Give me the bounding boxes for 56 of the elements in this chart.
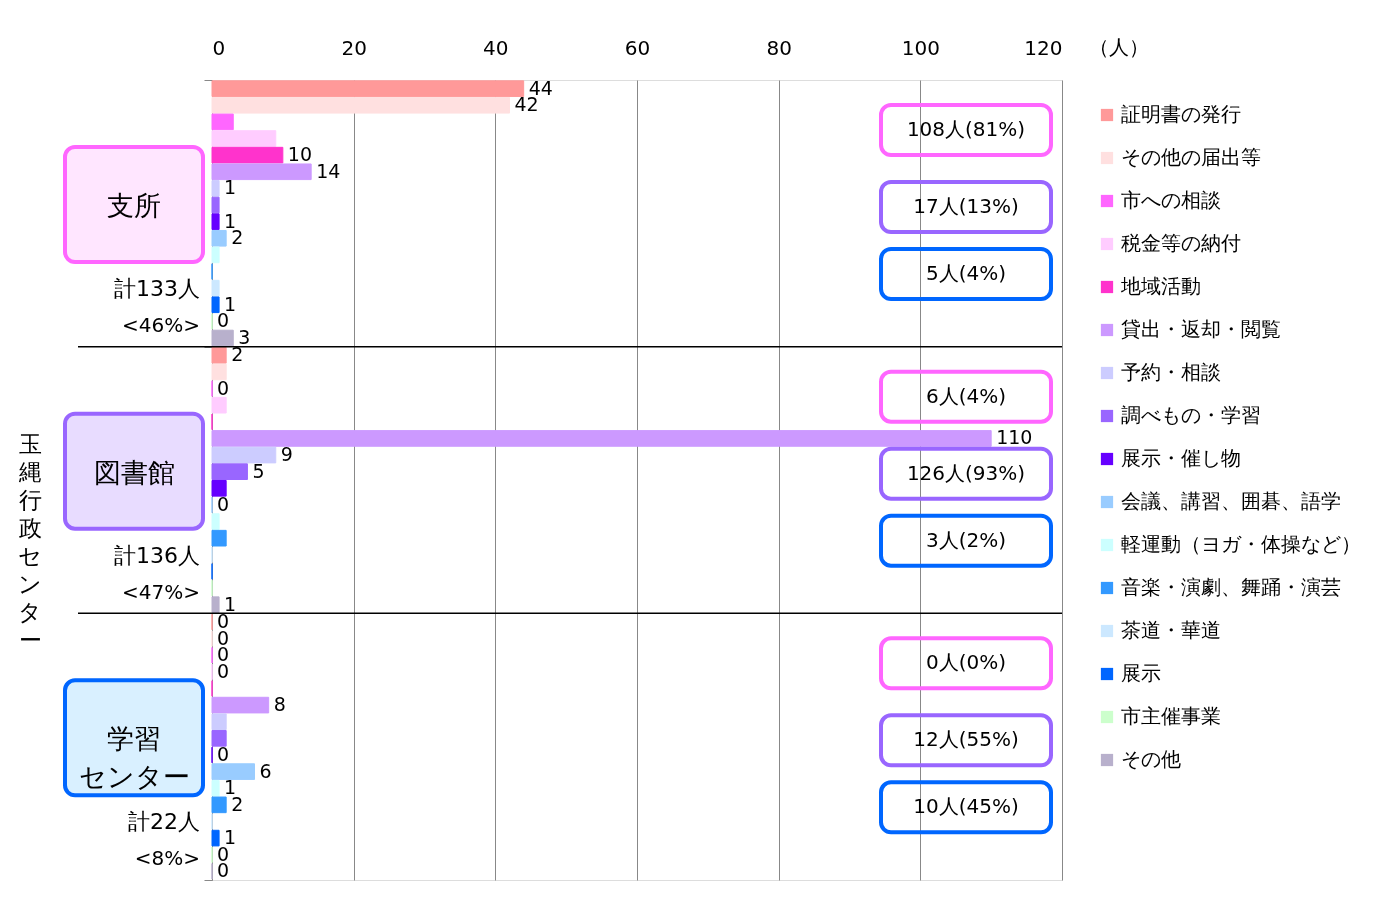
data-label: 9 xyxy=(280,443,293,466)
x-tick-label: 0 xyxy=(212,35,226,60)
annotation: 5人(4%) xyxy=(925,261,1007,285)
legend-label: 軽運動（ヨガ・体操など） xyxy=(1121,532,1361,556)
annotation: 3人(2%) xyxy=(925,527,1007,552)
legend-label: 茶道・華道 xyxy=(1121,618,1221,642)
data-label: 14 xyxy=(316,159,341,182)
data-label: 10 xyxy=(287,143,313,166)
legend-label: 予約・相談 xyxy=(1121,360,1221,384)
x-tick-label: 120 xyxy=(1024,35,1063,60)
text: 計22人 xyxy=(128,809,200,835)
legend-label: その他の届出等 xyxy=(1121,145,1261,169)
y-tick-label: 学習センター xyxy=(78,723,190,793)
x-tick-label: 60 xyxy=(624,35,651,60)
legend-label: 音楽・演劇、舞踊・演芸 xyxy=(1121,575,1341,599)
data-label: 1 xyxy=(224,592,237,615)
legend-label: 地域活動 xyxy=(1120,274,1201,298)
data-label: 5 xyxy=(252,459,265,482)
annotation: 17人(13%) xyxy=(913,194,1019,218)
data-label: 0 xyxy=(217,742,230,765)
text: <46%> xyxy=(122,313,200,337)
text: 計133人 xyxy=(114,276,200,301)
y-tick-label: 支所 xyxy=(107,190,161,221)
legend-label: その他 xyxy=(1121,747,1181,771)
annotation: 12人(55%) xyxy=(913,727,1019,752)
data-label: 6 xyxy=(259,759,272,782)
legend-label: 貸出・返却・閲覧 xyxy=(1121,317,1281,341)
text: 計136人 xyxy=(114,542,200,568)
x-tick-label: 100 xyxy=(901,35,940,60)
data-label: 1 xyxy=(224,176,237,199)
x-tick-label: 80 xyxy=(766,35,792,60)
legend-label: 市への相談 xyxy=(1121,188,1221,212)
data-label: 0 xyxy=(217,376,230,399)
y-tick-label: 図書館 xyxy=(93,456,175,488)
data-label: 8 xyxy=(273,693,286,716)
x-tick-label: 20 xyxy=(341,35,367,60)
data-label: 110 xyxy=(996,426,1033,449)
x-axis-title: （人） xyxy=(1088,34,1149,59)
legend-label: 展示 xyxy=(1121,661,1161,685)
data-label: 2 xyxy=(231,343,244,366)
annotation: 10人(45%) xyxy=(913,794,1019,819)
data-label: 0 xyxy=(217,492,230,515)
legend-label: 税金等の納付 xyxy=(1121,231,1241,255)
annotation: 108人(81%) xyxy=(906,117,1026,141)
legend-label: 会議、講習、囲碁、語学 xyxy=(1121,489,1341,513)
legend-label: 調べもの・学習 xyxy=(1121,403,1261,427)
annotation: 6人(4%) xyxy=(925,383,1007,408)
text: <47%> xyxy=(122,579,200,604)
annotation: 126人(93%) xyxy=(906,460,1026,485)
y-axis-title: 玉縄行政センター xyxy=(17,431,42,653)
x-tick-label: 40 xyxy=(483,35,509,60)
legend-label: 市主催事業 xyxy=(1121,704,1221,728)
annotation: 0人(0%) xyxy=(925,650,1007,675)
legend-label: 展示・催し物 xyxy=(1121,446,1241,470)
text: <8%> xyxy=(134,846,200,871)
legend-label: 証明書の発行 xyxy=(1121,102,1241,126)
